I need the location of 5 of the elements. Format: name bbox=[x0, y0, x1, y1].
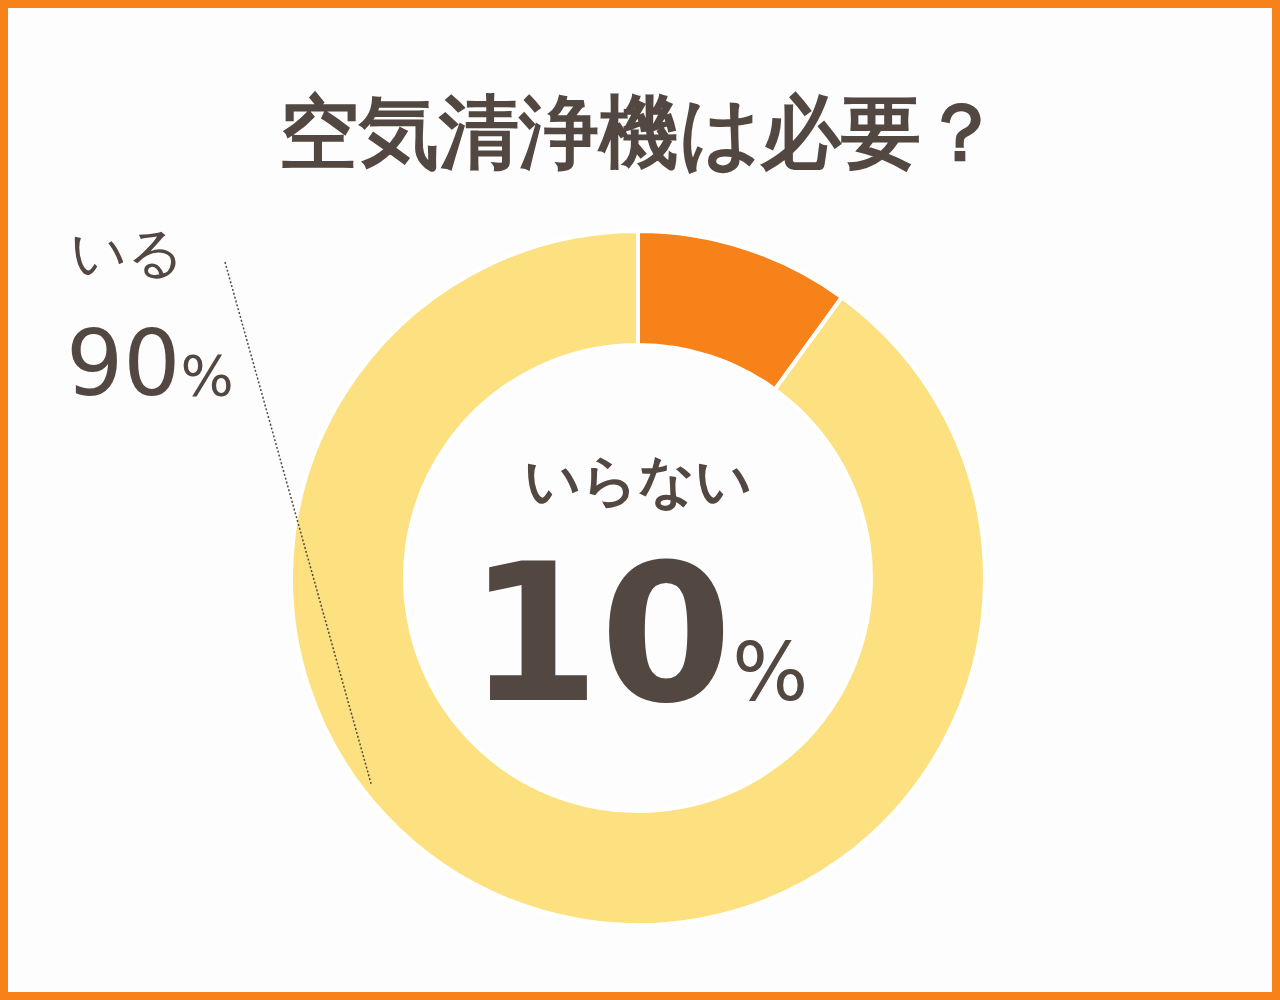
data-label: 10% bbox=[467, 524, 809, 745]
slice-label: いる bbox=[70, 220, 184, 285]
data-label: 90% bbox=[66, 311, 234, 416]
chart-title: 空気清浄機は必要？ bbox=[279, 86, 1001, 179]
slice-label: いらない bbox=[524, 448, 752, 513]
